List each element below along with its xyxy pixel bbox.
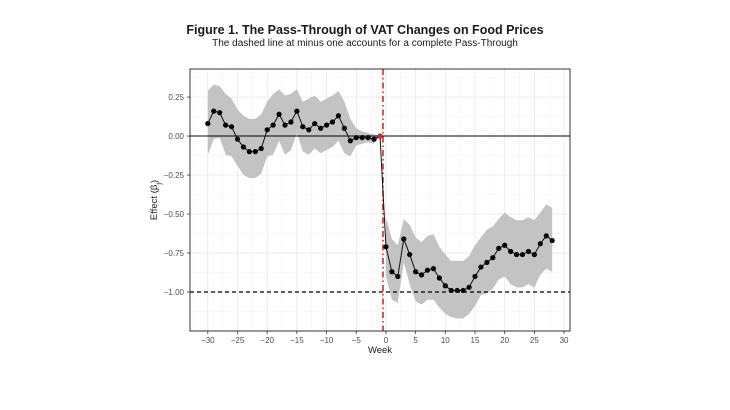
data-point — [223, 122, 229, 128]
confidence-band — [385, 204, 553, 319]
x-tick-label: 10 — [441, 336, 450, 345]
data-point — [246, 149, 252, 155]
data-point — [508, 248, 514, 255]
y-tick-label: −1.00 — [164, 288, 185, 297]
data-point — [484, 259, 490, 265]
data-point — [460, 287, 466, 294]
series-points — [205, 108, 555, 294]
y-tick-label: 0.00 — [168, 132, 184, 141]
data-point — [258, 145, 264, 152]
data-point — [211, 108, 217, 114]
data-point — [537, 241, 543, 247]
x-tick-label: −15 — [290, 336, 304, 345]
x-axis-label: Week — [368, 345, 392, 356]
confidence-band — [207, 84, 380, 179]
data-point — [365, 135, 371, 141]
data-point — [430, 266, 437, 272]
x-tick-label: 5 — [413, 336, 418, 345]
data-point — [502, 242, 508, 248]
data-point — [407, 251, 413, 258]
data-point — [436, 275, 442, 281]
data-point — [341, 125, 347, 131]
y-axis-ticks: 0.25 0.00 −0.25 −0.50 −0.75 −1.00 — [164, 93, 190, 297]
x-tick-label: −5 — [352, 336, 362, 345]
data-point — [205, 120, 211, 127]
data-point — [478, 264, 484, 270]
x-tick-label: 0 — [384, 336, 389, 345]
x-tick-label: −30 — [201, 336, 215, 345]
x-tick-label: −20 — [260, 336, 274, 345]
x-tick-label: −25 — [231, 336, 245, 345]
data-point — [347, 138, 353, 144]
data-point — [442, 283, 448, 289]
x-tick-label: −10 — [320, 336, 334, 345]
data-point — [294, 108, 300, 114]
y-tick-label: 0.25 — [168, 93, 184, 102]
data-point — [424, 267, 431, 273]
x-tick-label: 25 — [530, 336, 539, 345]
data-point — [472, 273, 478, 280]
data-point — [490, 255, 496, 261]
data-point — [401, 236, 407, 242]
chart-subtitle: The dashed line at minus one accounts fo… — [212, 38, 518, 49]
data-point — [234, 136, 241, 142]
data-point — [329, 119, 336, 125]
data-point — [318, 125, 324, 131]
y-tick-label: −0.50 — [164, 210, 185, 219]
data-point — [276, 111, 282, 117]
chart-title: Figure 1. The Pass-Through of VAT Change… — [186, 23, 544, 37]
grid — [190, 69, 570, 331]
plot-background — [190, 69, 570, 331]
data-point — [513, 251, 520, 258]
data-point — [383, 244, 389, 250]
data-point — [288, 119, 294, 125]
data-point — [371, 136, 377, 142]
data-point — [418, 272, 425, 278]
data-point — [312, 120, 318, 127]
data-point — [306, 127, 312, 133]
data-point — [525, 248, 532, 255]
data-point — [448, 287, 454, 294]
data-point — [228, 124, 235, 130]
y-axis-label: Effect (βj) — [149, 180, 163, 220]
data-point — [496, 245, 502, 251]
x-tick-label: 30 — [560, 336, 569, 345]
data-point — [389, 269, 395, 275]
data-point — [282, 122, 288, 128]
data-point — [466, 284, 472, 290]
data-point — [240, 144, 247, 150]
data-point — [395, 273, 401, 280]
data-point — [549, 237, 555, 244]
data-point — [543, 233, 549, 239]
data-point — [359, 135, 365, 141]
data-point — [353, 135, 359, 141]
plot-frame — [189, 68, 571, 332]
data-point — [323, 122, 330, 128]
x-axis-ticks: −30 −25 −20 −15 −10 −5 0 5 10 15 20 25 30 — [201, 331, 569, 345]
data-point — [270, 122, 276, 128]
data-point — [413, 269, 419, 275]
data-point — [335, 113, 342, 119]
y-tick-label: −0.25 — [164, 171, 185, 180]
confidence-band-layer — [207, 84, 553, 319]
data-point — [519, 251, 526, 258]
data-point — [531, 251, 537, 258]
x-tick-label: 15 — [471, 336, 480, 345]
data-point — [217, 110, 223, 116]
y-tick-label: −0.75 — [164, 249, 185, 258]
data-point — [454, 287, 460, 294]
data-point — [252, 149, 258, 155]
x-tick-label: 20 — [500, 336, 509, 345]
data-point — [300, 124, 306, 130]
reference-point — [377, 133, 383, 139]
data-point — [264, 127, 270, 133]
